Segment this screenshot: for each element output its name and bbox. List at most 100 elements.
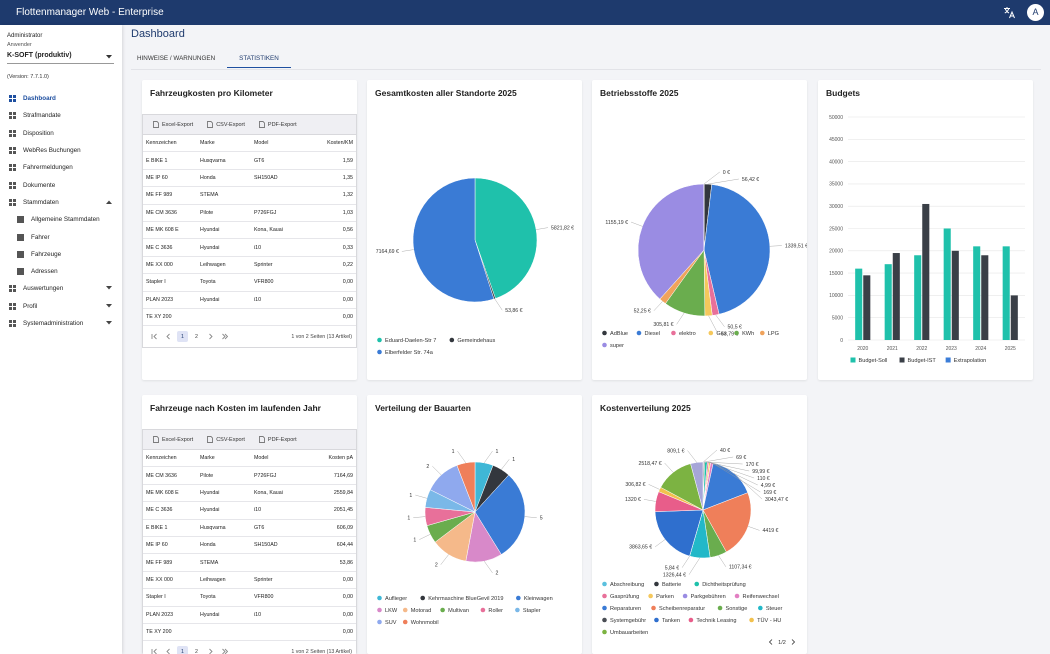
- menu-item[interactable]: Auswertungen: [0, 280, 122, 297]
- table-row[interactable]: ME FF 989 STEMA 1,32: [143, 186, 356, 205]
- page-button[interactable]: 1: [177, 331, 188, 343]
- menu-label: Allgemeine Stammdaten: [31, 216, 100, 224]
- table-row[interactable]: Stapler I Toyota VFR800 0,00: [143, 273, 356, 292]
- tab[interactable]: STATISTIKEN: [227, 50, 291, 68]
- data-label: 1: [512, 457, 515, 463]
- export-button[interactable]: PDF-Export: [259, 121, 297, 128]
- first-page-icon: [151, 333, 157, 340]
- menu-icon: [9, 198, 16, 206]
- table-row[interactable]: ME C 3636 Hyundai i10 2051,45: [143, 501, 356, 520]
- menu-item[interactable]: Strafmandate: [0, 107, 122, 124]
- export-button[interactable]: Excel-Export: [153, 436, 193, 443]
- prev-page[interactable]: [163, 646, 174, 654]
- menu-item[interactable]: Stammdaten: [0, 194, 122, 211]
- legend-label: Reifenwechsel: [743, 594, 779, 600]
- legend-marker: [688, 617, 694, 623]
- table-row[interactable]: ME MK 608 E Hyundai Kona, Kauai 2559,84: [143, 484, 356, 503]
- avatar[interactable]: A: [1027, 4, 1044, 21]
- table-row[interactable]: Stapler I Toyota VFR800 0,00: [143, 588, 356, 607]
- translate-icon[interactable]: [1003, 6, 1016, 19]
- table-row[interactable]: TE XY 200 0,00: [143, 308, 356, 327]
- table-row[interactable]: PLAN 2023 Hyundai i10 0,00: [143, 291, 356, 309]
- table-cell: STEMA: [197, 553, 251, 572]
- data-label: 53,79 €: [721, 332, 738, 338]
- menu-item[interactable]: Dokumente: [0, 176, 122, 193]
- tabs: HINWEISE / WARNUNGEN STATISTIKEN: [131, 50, 297, 68]
- table-row[interactable]: PLAN 2023 Hyundai i10 0,00: [143, 606, 356, 624]
- last-page[interactable]: [219, 331, 230, 342]
- export-button[interactable]: PDF-Export: [259, 436, 297, 443]
- card: Budgets 0 5000 10000 15000 20000 25000 30000 350…: [818, 80, 1033, 380]
- menu-item[interactable]: Systemadministration: [0, 315, 122, 332]
- table-cell: 1,35: [315, 169, 356, 188]
- table-row[interactable]: ME XX 000 Leihwagen Sprinter 0,22: [143, 256, 356, 275]
- menu-item[interactable]: Fahrermeldungen: [0, 159, 122, 176]
- table-row[interactable]: E BIKE 1 Husqvarna GT6 1,59: [143, 151, 356, 170]
- label-leader: [687, 450, 697, 463]
- header-row: Kennzeichen Marke Model Kosten/KM: [143, 135, 356, 153]
- submenu-item[interactable]: Allgemeine Stammdaten: [0, 211, 122, 228]
- card: Fahrzeuge nach Kosten im laufenden Jahr E…: [142, 395, 357, 654]
- table-row[interactable]: ME IP 60 Honda SH150AD 604,44: [143, 536, 356, 555]
- export-button[interactable]: CSV-Export: [207, 121, 245, 128]
- menu-item[interactable]: Dashboard: [0, 90, 122, 107]
- legend-marker: [440, 607, 445, 613]
- menu-label: Dashboard: [23, 95, 56, 103]
- table-row[interactable]: TE XY 200 0,00: [143, 623, 356, 642]
- role: Administrator: [7, 33, 43, 39]
- next-page[interactable]: [205, 646, 216, 654]
- table-row[interactable]: ME IP 60 Honda SH150AD 1,35: [143, 169, 356, 188]
- page-button[interactable]: 1: [177, 646, 188, 654]
- submenu-item[interactable]: Adressen: [0, 263, 122, 280]
- menu-item[interactable]: WebRes Buchungen: [0, 142, 122, 159]
- user-select[interactable]: K-SOFT (produktiv): [7, 52, 72, 59]
- legend-label: Sonstige: [726, 606, 748, 612]
- submenu-item[interactable]: Fahrer: [0, 228, 122, 245]
- doc-shape: [207, 121, 214, 128]
- export-button[interactable]: CSV-Export: [207, 436, 245, 443]
- prev-page[interactable]: [163, 331, 174, 342]
- data-label: 1: [413, 537, 416, 543]
- label-leader: [484, 561, 493, 574]
- x-tick-label: 2023: [946, 346, 957, 352]
- chevron: [166, 648, 170, 654]
- y-tick-label: 10000: [829, 293, 843, 299]
- label-leader: [709, 462, 755, 479]
- table-cell: Toyota: [197, 588, 251, 607]
- first-page[interactable]: [149, 331, 160, 342]
- export-icon: [259, 436, 265, 443]
- table-cell: E BIKE 1: [143, 151, 197, 170]
- menu-item[interactable]: Disposition: [0, 125, 122, 142]
- menu-icon-shape: [9, 320, 16, 327]
- table-cell: 1,03: [315, 204, 356, 222]
- next-page-icon: [209, 648, 213, 654]
- next-page[interactable]: [205, 331, 216, 342]
- page-button[interactable]: 2: [195, 333, 198, 340]
- table-cell: Hyundai: [197, 291, 251, 309]
- legend-label: Multivan: [448, 608, 469, 614]
- table-row[interactable]: ME XX 000 Leihwagen Sprinter 0,00: [143, 571, 356, 590]
- table-row[interactable]: ME C 3636 Hyundai i10 0,33: [143, 238, 356, 257]
- table-cell: i10: [251, 501, 315, 520]
- table-cell: ME CM 3636: [143, 204, 197, 222]
- table-row[interactable]: ME FF 989 STEMA 53,86: [143, 553, 356, 572]
- table-row[interactable]: ME CM 3636 Pilote P726FGJ 1,03: [143, 204, 356, 222]
- table-row[interactable]: E BIKE 1 Husqvarna GT6 606,09: [143, 519, 356, 537]
- submenu-item[interactable]: Fahrzeuge: [0, 246, 122, 263]
- page-button[interactable]: 2: [195, 648, 198, 654]
- table-row[interactable]: ME CM 3636 Pilote P726FGJ 7164,69: [143, 466, 356, 485]
- tab[interactable]: HINWEISE / WARNUNGEN: [137, 55, 216, 62]
- menu-item[interactable]: Profil: [0, 298, 122, 315]
- legend-marker: [682, 593, 688, 599]
- table-cell: Honda: [197, 169, 251, 188]
- first-page[interactable]: [149, 646, 160, 654]
- last-page[interactable]: [219, 646, 230, 654]
- chevron: [151, 333, 157, 340]
- table-row[interactable]: ME MK 608 E Hyundai Kona, Kauai 0,56: [143, 221, 356, 240]
- menu-icon: [9, 302, 16, 310]
- export-button[interactable]: Excel-Export: [153, 121, 193, 128]
- table-cell: Leihwagen: [197, 256, 251, 275]
- table-cell: Hyundai: [197, 606, 251, 624]
- export-label: Excel-Export: [162, 121, 194, 128]
- export-icon: [207, 436, 214, 443]
